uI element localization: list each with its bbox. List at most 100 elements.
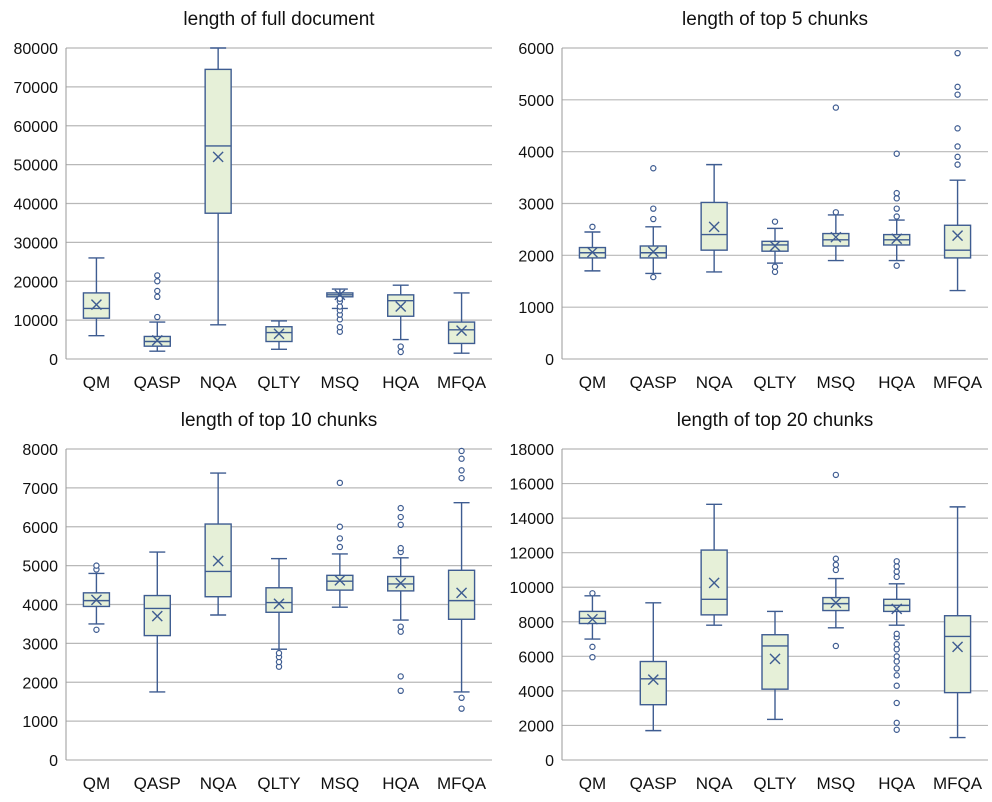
box-mfqa xyxy=(943,506,972,739)
y-tick-label: 3000 xyxy=(22,636,58,653)
outlier-point xyxy=(336,295,344,302)
outlier-point xyxy=(954,153,961,161)
outlier-point xyxy=(397,687,404,695)
mean-marker xyxy=(273,328,285,340)
outlier-point xyxy=(397,504,404,512)
box-qlty xyxy=(265,320,293,350)
box-nqa xyxy=(700,503,728,626)
box-qm xyxy=(578,590,607,661)
outlier-point xyxy=(832,104,840,111)
y-tick-label: 5000 xyxy=(22,559,58,576)
mean-marker xyxy=(151,334,163,346)
outlier-point xyxy=(397,673,404,680)
outlier-point xyxy=(589,643,596,651)
x-tick-label: HQA xyxy=(878,373,916,392)
box-iqr xyxy=(204,68,232,214)
x-tick-label: HQA xyxy=(382,774,420,793)
outlier-point xyxy=(893,213,900,220)
outlier-point xyxy=(893,641,900,648)
x-tick-label: QLTY xyxy=(257,373,300,392)
outlier-point xyxy=(154,278,161,285)
x-tick-label: NQA xyxy=(200,373,238,392)
box-iqr xyxy=(578,610,607,625)
y-tick-label: 4000 xyxy=(22,598,58,615)
box-msq xyxy=(822,104,850,262)
outlier-point xyxy=(589,223,596,231)
mean-marker xyxy=(456,325,468,337)
outlier-point xyxy=(650,273,657,281)
outlier-point xyxy=(893,672,900,679)
outlier-point xyxy=(336,479,344,487)
chart-title: length of top 5 chunks xyxy=(682,9,868,30)
x-tick-label: QM xyxy=(579,373,606,392)
box-qasp xyxy=(639,602,667,732)
box-qasp xyxy=(639,165,667,281)
outlier-point xyxy=(893,563,900,570)
mean-marker xyxy=(334,574,346,586)
box-iqr xyxy=(761,634,789,690)
outlier-point xyxy=(93,626,100,633)
mean-marker xyxy=(395,577,407,589)
x-tick-label: MSQ xyxy=(816,774,855,793)
mean-marker xyxy=(395,301,407,313)
outlier-point xyxy=(954,143,961,150)
y-tick-label: 4000 xyxy=(518,684,554,701)
x-tick-label: QM xyxy=(83,774,110,793)
x-tick-label: MFQA xyxy=(933,373,983,392)
outlier-point xyxy=(893,558,900,565)
outlier-point xyxy=(397,343,404,350)
chart-panel-top10: length of top 10 chunks 0 1000 2000 3000 4000… xyxy=(0,401,496,802)
mean-marker xyxy=(586,246,598,258)
outlier-point xyxy=(893,719,900,727)
box-iqr xyxy=(943,224,972,259)
chart-svg: length of top 5 chunks 0 1000 2000 3000 4000 5… xyxy=(518,9,988,392)
outlier-point xyxy=(336,323,344,331)
box-mfqa xyxy=(447,447,476,712)
x-tick-label: MFQA xyxy=(437,774,487,793)
outlier-point xyxy=(458,694,465,701)
outlier-point xyxy=(771,263,779,270)
x-tick-label: MSQ xyxy=(320,774,359,793)
box-hqa xyxy=(387,504,415,695)
outlier-point xyxy=(893,205,900,212)
outlier-point xyxy=(154,293,161,300)
outlier-point xyxy=(458,467,465,474)
outlier-point xyxy=(397,513,404,521)
box-qlty xyxy=(761,610,789,721)
x-tick-label: QM xyxy=(579,774,606,793)
outlier-point xyxy=(893,262,900,269)
box-qm xyxy=(82,257,111,337)
outlier-point xyxy=(893,568,900,575)
y-tick-label: 4000 xyxy=(518,145,554,162)
x-tick-label: QM xyxy=(83,373,110,392)
outlier-point xyxy=(954,83,961,91)
y-tick-label: 10000 xyxy=(510,580,555,597)
mean-marker xyxy=(456,587,468,599)
outlier-point xyxy=(154,272,161,279)
box-hqa xyxy=(883,150,911,269)
outlier-point xyxy=(650,205,657,212)
outlier-point xyxy=(275,658,283,666)
outlier-point xyxy=(650,215,657,223)
mean-marker xyxy=(334,289,346,301)
outlier-point xyxy=(893,195,900,202)
x-tick-label: QLTY xyxy=(753,373,796,392)
box-nqa xyxy=(204,472,232,616)
outlier-point xyxy=(771,218,779,225)
outlier-point xyxy=(954,49,961,57)
box-qm xyxy=(578,223,607,272)
chart-svg: length of top 10 chunks 0 1000 2000 3000 4000… xyxy=(22,410,492,793)
y-tick-label: 0 xyxy=(49,753,58,770)
outlier-point xyxy=(954,91,961,98)
outlier-point xyxy=(832,642,840,650)
box-msq xyxy=(326,288,354,335)
x-tick-label: MSQ xyxy=(816,373,855,392)
x-tick-label: QASP xyxy=(630,373,677,392)
y-tick-label: 14000 xyxy=(510,511,555,528)
outlier-point xyxy=(336,523,344,530)
outlier-point xyxy=(832,555,840,562)
x-tick-label: QASP xyxy=(630,774,677,793)
outlier-point xyxy=(589,590,596,597)
y-tick-label: 70000 xyxy=(14,80,59,97)
y-tick-label: 2000 xyxy=(518,248,554,265)
